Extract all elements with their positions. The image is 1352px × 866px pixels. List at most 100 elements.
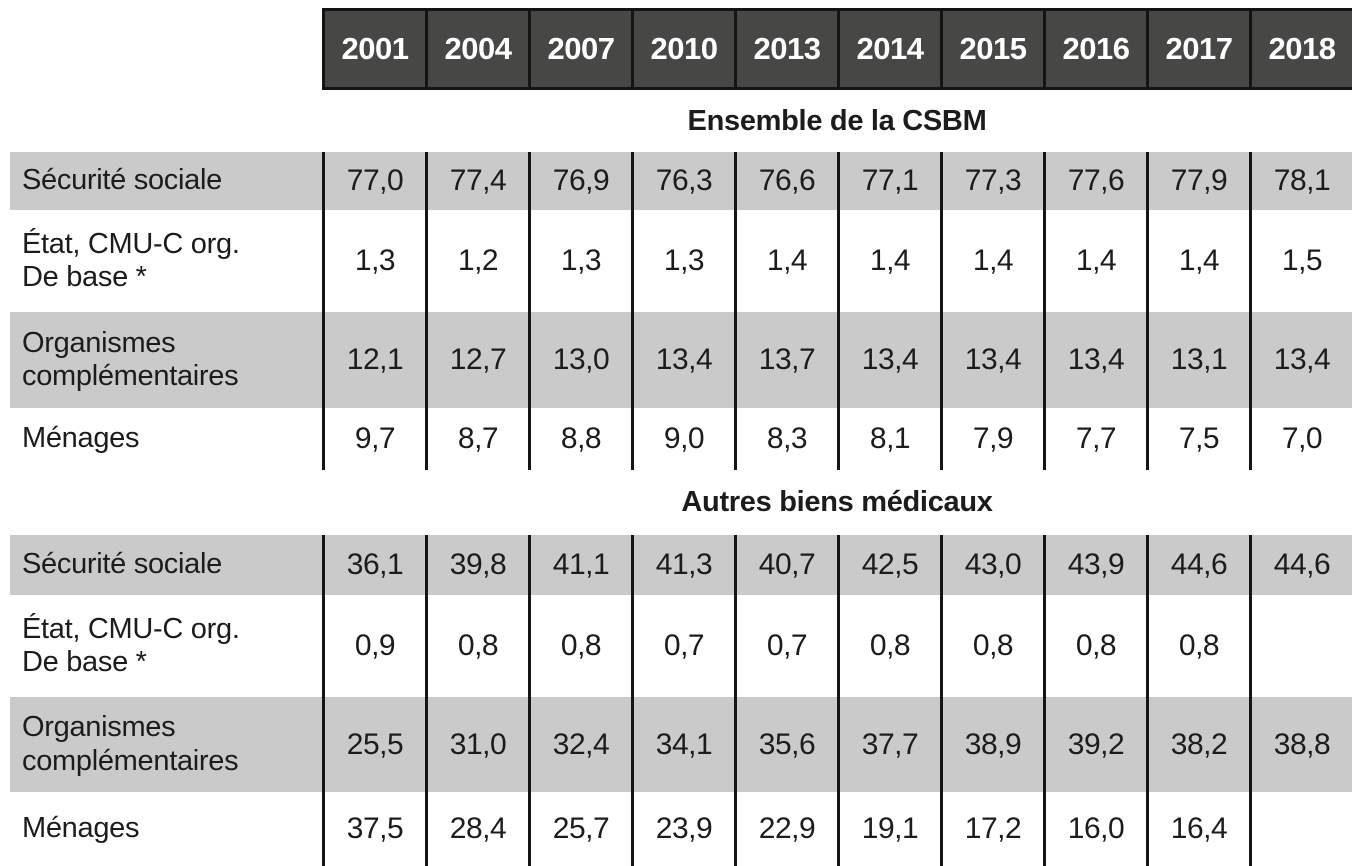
table-cell: 8,1 [837, 408, 940, 470]
table-cell: 44,6 [1146, 535, 1249, 595]
year-header: 2004 [425, 11, 528, 87]
table-cell: 41,1 [528, 535, 631, 595]
year-header: 2013 [734, 11, 837, 87]
table-cell: 1,3 [528, 210, 631, 312]
year-header: 2007 [528, 11, 631, 87]
table-cell: 8,3 [734, 408, 837, 470]
table-cell: 1,4 [940, 210, 1043, 312]
year-header: 2016 [1043, 11, 1146, 87]
row-label: Organismes complémentaires [22, 711, 239, 777]
table-cell: 77,4 [425, 152, 528, 210]
row-label: Ménages [22, 812, 140, 845]
section-title-ensemble: Ensemble de la CSBM [687, 104, 987, 137]
table-cell: 25,7 [528, 792, 631, 866]
table-cell: 77,9 [1146, 152, 1249, 210]
table-cell: 8,8 [528, 408, 631, 470]
table-cell: 41,3 [631, 535, 734, 595]
table-cell: 7,5 [1146, 408, 1249, 470]
year-header: 2017 [1146, 11, 1249, 87]
table-cell: 13,1 [1146, 312, 1249, 408]
table-cell: 76,6 [734, 152, 837, 210]
table-cell: 7,0 [1249, 408, 1352, 470]
year-header: 2018 [1249, 11, 1352, 87]
table-cell: 35,6 [734, 697, 837, 792]
table-cell: 0,8 [940, 595, 1043, 697]
table-cell: 77,6 [1043, 152, 1146, 210]
table-cell: 13,7 [734, 312, 837, 408]
table-cell: 17,2 [940, 792, 1043, 866]
section-title-autres: Autres biens médicaux [681, 486, 993, 518]
table-cell: 0,7 [734, 595, 837, 697]
table-cell [1249, 792, 1352, 866]
table-cell: 22,9 [734, 792, 837, 866]
table-cell: 0,8 [1146, 595, 1249, 697]
table-cell: 16,4 [1146, 792, 1249, 866]
table-cell: 7,7 [1043, 408, 1146, 470]
table-row: Ménages 9,7 8,7 8,8 9,0 8,3 8,1 7,9 7,7 … [10, 408, 1352, 470]
table-cell: 0,9 [322, 595, 425, 697]
table-row: État, CMU-C org. De base * 0,9 0,8 0,8 0… [10, 595, 1352, 697]
table-cell: 9,0 [631, 408, 734, 470]
table-cell: 13,4 [837, 312, 940, 408]
table-cell: 25,5 [322, 697, 425, 792]
table-cell: 78,1 [1249, 152, 1352, 210]
table-cell: 0,8 [1043, 595, 1146, 697]
table-cell: 76,9 [528, 152, 631, 210]
table-cell: 12,1 [322, 312, 425, 408]
row-label: État, CMU-C org. De base * [22, 227, 240, 293]
table-cell: 1,3 [631, 210, 734, 312]
table-cell: 36,1 [322, 535, 425, 595]
table-cell: 39,8 [425, 535, 528, 595]
table-cell: 13,4 [1043, 312, 1146, 408]
table-cell: 8,7 [425, 408, 528, 470]
year-header: 2014 [837, 11, 940, 87]
table-cell: 16,0 [1043, 792, 1146, 866]
table-cell: 32,4 [528, 697, 631, 792]
table-cell: 23,9 [631, 792, 734, 866]
table-cell: 43,9 [1043, 535, 1146, 595]
table-cell: 37,5 [322, 792, 425, 866]
table-cell: 77,1 [837, 152, 940, 210]
table-cell: 43,0 [940, 535, 1043, 595]
table-cell: 34,1 [631, 697, 734, 792]
table-cell: 1,5 [1249, 210, 1352, 312]
table-cell: 38,8 [1249, 697, 1352, 792]
year-header-row: 2001 2004 2007 2010 2013 2014 2015 2016 … [322, 8, 1352, 90]
table-cell: 40,7 [734, 535, 837, 595]
table-row: État, CMU-C org. De base * 1,3 1,2 1,3 1… [10, 210, 1352, 312]
table-cell: 39,2 [1043, 697, 1146, 792]
table-cell: 28,4 [425, 792, 528, 866]
table-cell: 0,8 [425, 595, 528, 697]
table-cell: 0,8 [837, 595, 940, 697]
row-label: Ménages [22, 422, 140, 455]
table-row: Sécurité sociale 36,1 39,8 41,1 41,3 40,… [10, 535, 1352, 595]
table-row: Sécurité sociale 77,0 77,4 76,9 76,3 76,… [10, 152, 1352, 210]
table-cell: 77,3 [940, 152, 1043, 210]
row-label: Organismes complémentaires [22, 326, 239, 392]
table-cell: 1,2 [425, 210, 528, 312]
table-cell [1249, 595, 1352, 697]
table-cell: 13,4 [940, 312, 1043, 408]
table-cell: 38,2 [1146, 697, 1249, 792]
table-cell: 42,5 [837, 535, 940, 595]
table-cell: 12,7 [425, 312, 528, 408]
table-cell: 1,4 [1043, 210, 1146, 312]
table-cell: 77,0 [322, 152, 425, 210]
table-cell: 9,7 [322, 408, 425, 470]
table-cell: 44,6 [1249, 535, 1352, 595]
table-cell: 0,7 [631, 595, 734, 697]
table-row: Ménages 37,5 28,4 25,7 23,9 22,9 19,1 17… [10, 792, 1352, 866]
table-cell: 31,0 [425, 697, 528, 792]
table-cell: 0,8 [528, 595, 631, 697]
table-cell: 1,4 [837, 210, 940, 312]
table-cell: 1,4 [734, 210, 837, 312]
year-header: 2015 [940, 11, 1043, 87]
table-cell: 19,1 [837, 792, 940, 866]
table-row: Organismes complémentaires 12,1 12,7 13,… [10, 312, 1352, 408]
table-cell: 13,4 [1249, 312, 1352, 408]
table-cell: 13,0 [528, 312, 631, 408]
table-cell: 37,7 [837, 697, 940, 792]
table-cell: 1,4 [1146, 210, 1249, 312]
table-cell: 13,4 [631, 312, 734, 408]
